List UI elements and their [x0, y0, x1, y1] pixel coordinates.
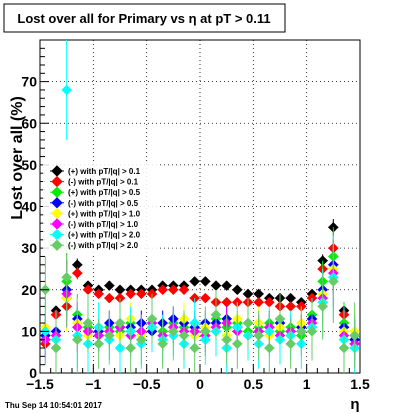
data-point [306, 326, 318, 337]
timestamp-footer: Thu Sep 14 10:54:01 2017 [5, 401, 102, 410]
data-point [157, 338, 169, 350]
legend-marker [51, 239, 63, 251]
y-tick-label: 50 [21, 157, 37, 173]
data-point [210, 309, 222, 321]
chart-title: Lost over all for Primary vs η at pT > 0… [17, 11, 270, 26]
data-point [114, 317, 126, 329]
data-point [199, 292, 211, 304]
x-tick-label: −1.5 [26, 376, 54, 392]
data-point [103, 280, 115, 291]
data-point [242, 317, 254, 329]
data-point [221, 334, 233, 346]
data-point [125, 288, 137, 300]
y-tick-label: 70 [21, 74, 37, 90]
data-point [231, 338, 243, 350]
data-point [61, 271, 73, 283]
data-point [221, 280, 233, 291]
y-tick-label: 60 [21, 115, 37, 131]
data-point [61, 84, 73, 96]
data-point [167, 284, 179, 296]
legend-label: (+) with pT/|q| > 1.0 [68, 209, 141, 218]
data-point [103, 330, 115, 341]
x-tick-label: −1 [85, 376, 101, 392]
legend-box [43, 164, 160, 253]
data-point [167, 326, 179, 337]
data-point [263, 342, 275, 354]
y-axis-title: Lost over all (%) [9, 96, 26, 220]
y-tick-label: 10 [21, 323, 37, 339]
legend-label: (-) with pT/|q| > 2.0 [68, 241, 139, 250]
data-point [178, 284, 190, 296]
data-point [93, 288, 105, 300]
data-point [135, 288, 147, 300]
data-point [189, 276, 201, 287]
title-box [3, 3, 286, 33]
data-point [71, 267, 83, 279]
data-point [338, 342, 350, 354]
data-point [274, 313, 286, 325]
series-8 [39, 227, 361, 373]
data-point [199, 326, 211, 337]
x-axis-title: η [350, 396, 359, 413]
data-point [285, 338, 297, 350]
y-tick-label: 20 [21, 282, 37, 298]
legend-label: (-) with pT/|q| > 0.5 [68, 199, 139, 208]
data-layer [39, 40, 361, 373]
data-point [349, 330, 361, 341]
legend-label: (+) with pT/|q| > 0.1 [68, 167, 141, 176]
data-point [82, 317, 94, 329]
data-point [157, 284, 169, 296]
y-tick-label: 40 [21, 199, 37, 215]
data-point [189, 342, 201, 354]
x-tick-label: 1 [303, 376, 311, 392]
data-point [231, 284, 243, 296]
legend-label: (+) with pT/|q| > 2.0 [68, 231, 141, 240]
y-tick-label: 0 [29, 365, 37, 381]
data-point [135, 334, 147, 346]
x-tick-label: 1.5 [350, 376, 370, 392]
data-point [93, 338, 105, 350]
data-point [253, 330, 265, 341]
x-tick-label: 0.5 [244, 376, 264, 392]
data-point [327, 276, 339, 287]
data-point [125, 342, 137, 354]
x-tick-label: −0.5 [133, 376, 161, 392]
legend-label: (-) with pT/|q| > 0.1 [68, 178, 139, 187]
legend-label: (-) with pT/|q| > 1.0 [68, 220, 139, 229]
data-point [199, 276, 211, 287]
data-point [103, 292, 115, 304]
data-point [178, 330, 190, 341]
data-point [146, 313, 158, 325]
data-point [295, 326, 307, 337]
legend-label: (+) with pT/|q| > 0.5 [68, 188, 141, 197]
axis-layer: −1.5 −1 −0.5 0 0.5 1 1.5 0 10 20 30 40 50 60 70 [21, 39, 370, 392]
y-tick-label: 30 [21, 240, 37, 256]
data-point [50, 342, 62, 354]
data-point [71, 334, 83, 346]
x-tick-label: 0 [196, 376, 204, 392]
legend: (+) with pT/|q| > 0.1 (-) with pT/|q| > 0… [43, 164, 160, 253]
data-point [317, 301, 329, 312]
